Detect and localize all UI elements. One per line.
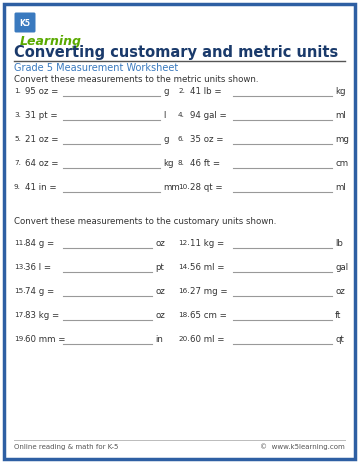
- Text: 12.: 12.: [178, 240, 190, 246]
- FancyBboxPatch shape: [14, 13, 36, 32]
- Text: Convert these measurements to the customary units shown.: Convert these measurements to the custom…: [14, 217, 276, 225]
- Text: 74 g =: 74 g =: [25, 287, 54, 295]
- Text: 46 ft =: 46 ft =: [190, 158, 220, 168]
- Text: 17.: 17.: [14, 312, 25, 318]
- Text: 56 ml =: 56 ml =: [190, 263, 224, 271]
- Text: 31 pt =: 31 pt =: [25, 111, 58, 119]
- Text: 60 ml =: 60 ml =: [190, 334, 224, 344]
- Text: l: l: [163, 111, 165, 119]
- Text: oz: oz: [155, 311, 165, 319]
- Text: Converting customary and metric units: Converting customary and metric units: [14, 45, 338, 61]
- Text: 6.: 6.: [178, 136, 185, 142]
- Text: 7.: 7.: [14, 160, 21, 166]
- Text: 8.: 8.: [178, 160, 185, 166]
- Text: cm: cm: [335, 158, 348, 168]
- Text: 11 kg =: 11 kg =: [190, 238, 224, 248]
- Text: lb: lb: [335, 238, 343, 248]
- Text: 1.: 1.: [14, 88, 21, 94]
- Text: oz: oz: [335, 287, 345, 295]
- Text: 84 g =: 84 g =: [25, 238, 54, 248]
- Text: 27 mg =: 27 mg =: [190, 287, 228, 295]
- Text: 3.: 3.: [14, 112, 21, 118]
- Text: g: g: [163, 87, 168, 95]
- Text: 15.: 15.: [14, 288, 25, 294]
- Text: K5: K5: [19, 19, 31, 27]
- Text: 28 qt =: 28 qt =: [190, 182, 223, 192]
- Text: Learning: Learning: [20, 35, 82, 48]
- Text: oz: oz: [155, 287, 165, 295]
- Text: 21 oz =: 21 oz =: [25, 134, 59, 144]
- Text: Convert these measurements to the metric units shown.: Convert these measurements to the metric…: [14, 75, 258, 83]
- Text: 16.: 16.: [178, 288, 190, 294]
- Text: Online reading & math for K-5: Online reading & math for K-5: [14, 444, 118, 450]
- Text: 18.: 18.: [178, 312, 190, 318]
- Text: 36 l =: 36 l =: [25, 263, 51, 271]
- Text: ft: ft: [335, 311, 341, 319]
- Text: ©  www.k5learning.com: © www.k5learning.com: [260, 444, 345, 450]
- Text: 35 oz =: 35 oz =: [190, 134, 224, 144]
- Text: 13.: 13.: [14, 264, 25, 270]
- Text: 41 lb =: 41 lb =: [190, 87, 222, 95]
- Text: Grade 5 Measurement Worksheet: Grade 5 Measurement Worksheet: [14, 63, 178, 73]
- Text: g: g: [163, 134, 168, 144]
- Text: 9.: 9.: [14, 184, 21, 190]
- Text: mg: mg: [335, 134, 349, 144]
- Text: 41 in =: 41 in =: [25, 182, 57, 192]
- Text: 2.: 2.: [178, 88, 185, 94]
- Text: 95 oz =: 95 oz =: [25, 87, 59, 95]
- Text: in: in: [155, 334, 163, 344]
- Text: mm: mm: [163, 182, 180, 192]
- Text: oz: oz: [155, 238, 165, 248]
- Text: ml: ml: [335, 182, 346, 192]
- Text: kg: kg: [335, 87, 345, 95]
- Text: 4.: 4.: [178, 112, 185, 118]
- Text: pt: pt: [155, 263, 164, 271]
- Text: 94 gal =: 94 gal =: [190, 111, 227, 119]
- Text: 83 kg =: 83 kg =: [25, 311, 59, 319]
- Text: 65 cm =: 65 cm =: [190, 311, 227, 319]
- Text: ml: ml: [335, 111, 346, 119]
- Text: 60 mm =: 60 mm =: [25, 334, 65, 344]
- Text: 19.: 19.: [14, 336, 25, 342]
- Text: 14.: 14.: [178, 264, 190, 270]
- FancyBboxPatch shape: [4, 4, 355, 459]
- Text: gal: gal: [335, 263, 348, 271]
- Text: qt: qt: [335, 334, 344, 344]
- Text: 64 oz =: 64 oz =: [25, 158, 59, 168]
- Text: 11.: 11.: [14, 240, 25, 246]
- Text: 10.: 10.: [178, 184, 190, 190]
- Text: 5.: 5.: [14, 136, 21, 142]
- Text: 20.: 20.: [178, 336, 190, 342]
- Text: kg: kg: [163, 158, 173, 168]
